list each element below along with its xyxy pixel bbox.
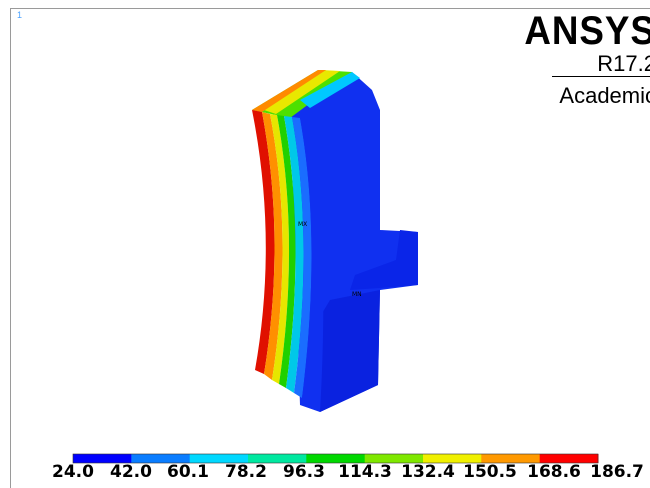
legend-label-8: 168.6 (527, 462, 581, 482)
contour-band-green (277, 115, 296, 388)
legend-label-1: 42.0 (110, 462, 152, 482)
legend-swatch-5 (364, 454, 424, 463)
model-top-band-2 (258, 70, 340, 114)
probe-min-label: MN (352, 291, 362, 298)
legend-label-5: 114.3 (338, 462, 392, 482)
legend-label-9: 186.7 (590, 462, 644, 482)
legend-swatch-7 (481, 454, 541, 463)
model-top-band-4 (300, 72, 360, 108)
legend-swatch-4 (306, 454, 366, 463)
legend-swatch-3 (248, 454, 307, 463)
contour-band-cyan (284, 116, 304, 393)
legend-swatch-0 (73, 454, 132, 463)
legend-label-0: 24.0 (52, 462, 94, 482)
legend-swatch-8 (539, 454, 599, 463)
probe-max-label: MX (298, 221, 307, 228)
model-lower-face (318, 290, 380, 412)
viewport-number: 1 (17, 10, 23, 20)
legend-labels: 24.0 42.0 60.1 78.2 96.3 114.3 132.4 150… (50, 462, 650, 488)
contour-band-yellow (270, 114, 290, 384)
brand-edition: Academic (559, 83, 650, 108)
legend-label-6: 132.4 (401, 462, 455, 482)
contour-band-orange (262, 112, 283, 380)
legend-swatch-2 (189, 454, 249, 463)
contour-band-lightblue (292, 117, 312, 398)
brand-divider (552, 76, 650, 77)
contour-band-red (252, 110, 275, 374)
model-tab-face (350, 230, 418, 290)
legend-label-3: 78.2 (225, 462, 267, 482)
model-top-band-3 (252, 70, 326, 112)
legend-swatch-1 (131, 454, 191, 463)
brand-version: R17.2 (597, 51, 650, 76)
legend-label-2: 60.1 (167, 462, 209, 482)
legend-label-7: 150.5 (463, 462, 517, 482)
legend-color-bar (72, 453, 599, 464)
graphics-viewport[interactable] (10, 8, 650, 488)
contour-band-blue (300, 110, 324, 412)
legend-bar-border (72, 453, 599, 464)
ansys-logo: ANSYS R17.2 Academic (513, 10, 650, 108)
legend-label-4: 96.3 (283, 462, 325, 482)
brand-name: ANSYS (524, 9, 650, 53)
legend-swatch-6 (423, 454, 482, 463)
